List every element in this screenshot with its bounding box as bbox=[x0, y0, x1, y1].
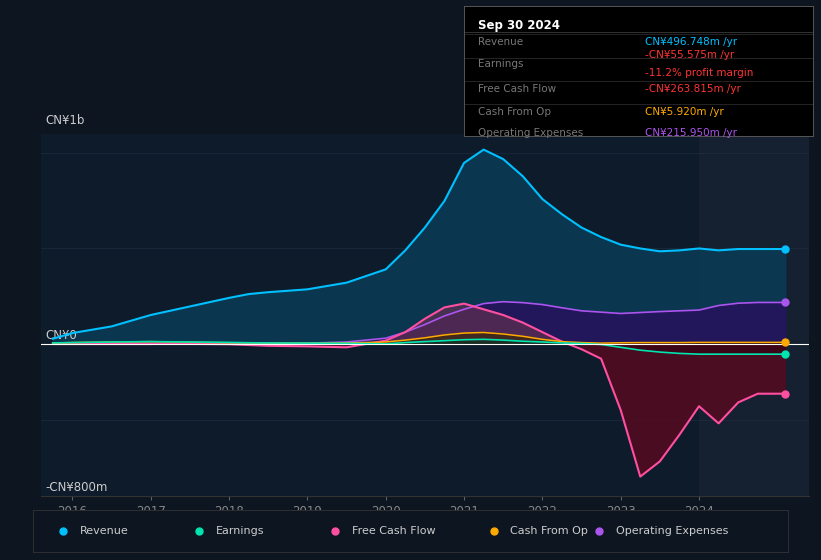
Text: -CN¥263.815m /yr: -CN¥263.815m /yr bbox=[645, 84, 741, 94]
Text: -CN¥55.575m /yr: -CN¥55.575m /yr bbox=[645, 50, 735, 60]
Text: -CN¥800m: -CN¥800m bbox=[45, 481, 108, 494]
Text: CN¥496.748m /yr: CN¥496.748m /yr bbox=[645, 37, 737, 47]
Text: Cash From Op: Cash From Op bbox=[510, 526, 588, 535]
Text: CN¥5.920m /yr: CN¥5.920m /yr bbox=[645, 107, 724, 117]
Text: Operating Expenses: Operating Expenses bbox=[616, 526, 728, 535]
Text: Revenue: Revenue bbox=[478, 37, 523, 47]
Text: CN¥0: CN¥0 bbox=[45, 329, 76, 342]
Text: Free Cash Flow: Free Cash Flow bbox=[351, 526, 435, 535]
Text: Sep 30 2024: Sep 30 2024 bbox=[478, 18, 560, 31]
Text: Earnings: Earnings bbox=[216, 526, 264, 535]
Text: Earnings: Earnings bbox=[478, 59, 523, 69]
Text: Operating Expenses: Operating Expenses bbox=[478, 128, 583, 138]
Text: CN¥215.950m /yr: CN¥215.950m /yr bbox=[645, 128, 737, 138]
Text: Revenue: Revenue bbox=[80, 526, 128, 535]
Text: Cash From Op: Cash From Op bbox=[478, 107, 551, 117]
Text: -11.2% profit margin: -11.2% profit margin bbox=[645, 68, 754, 78]
Text: CN¥1b: CN¥1b bbox=[45, 114, 85, 127]
Bar bbox=[699, 134, 809, 496]
Text: Free Cash Flow: Free Cash Flow bbox=[478, 84, 556, 94]
